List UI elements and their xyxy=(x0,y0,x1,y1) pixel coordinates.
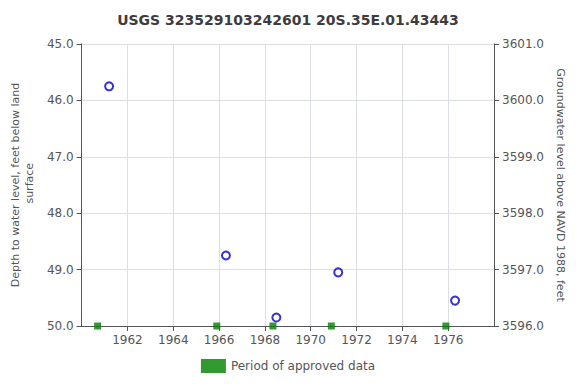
svg-text:3598.0: 3598.0 xyxy=(502,206,544,220)
svg-text:3597.0: 3597.0 xyxy=(502,263,544,277)
svg-text:Groundwater level above NAVD 1: Groundwater level above NAVD 1988, feet xyxy=(554,68,567,302)
svg-text:3600.0: 3600.0 xyxy=(502,93,544,107)
svg-text:3601.0: 3601.0 xyxy=(502,37,544,51)
svg-text:45.0: 45.0 xyxy=(47,37,74,51)
svg-text:1966: 1966 xyxy=(204,333,235,347)
svg-text:1972: 1972 xyxy=(341,333,372,347)
svg-text:USGS 323529103242601 20S.35E.0: USGS 323529103242601 20S.35E.01.43443 xyxy=(117,12,459,28)
svg-text:48.0: 48.0 xyxy=(47,206,74,220)
svg-text:Period of approved data: Period of approved data xyxy=(231,359,375,373)
svg-text:1964: 1964 xyxy=(158,333,189,347)
svg-text:46.0: 46.0 xyxy=(47,93,74,107)
svg-text:surface: surface xyxy=(23,163,36,207)
svg-text:49.0: 49.0 xyxy=(47,263,74,277)
svg-text:1976: 1976 xyxy=(433,333,464,347)
svg-text:1974: 1974 xyxy=(387,333,418,347)
svg-text:1962: 1962 xyxy=(112,333,143,347)
svg-text:1968: 1968 xyxy=(250,333,281,347)
svg-text:47.0: 47.0 xyxy=(47,150,74,164)
svg-text:3599.0: 3599.0 xyxy=(502,150,544,164)
svg-text:50.0: 50.0 xyxy=(47,319,74,333)
svg-text:Depth to water level, feet bel: Depth to water level, feet below land xyxy=(9,83,22,288)
svg-text:1970: 1970 xyxy=(295,333,326,347)
svg-text:3596.0: 3596.0 xyxy=(502,319,544,333)
